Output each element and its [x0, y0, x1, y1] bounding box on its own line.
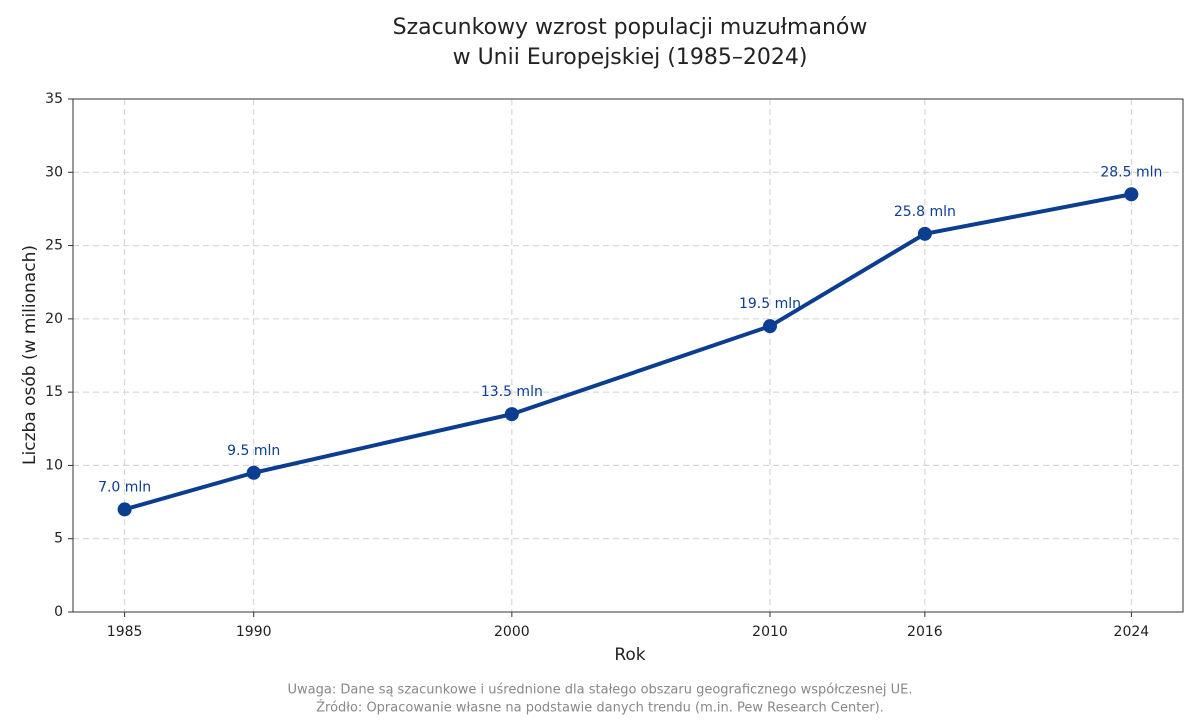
data-label: 28.5 mln — [1100, 164, 1162, 180]
note: Uwaga: Dane są szacunkowe i uśrednione d… — [288, 683, 913, 698]
y-tick-label: 25 — [45, 238, 63, 254]
y-axis-label: Liczba osób (w milionach) — [20, 245, 40, 465]
y-tick-label: 20 — [45, 311, 63, 327]
x-tick-label: 2000 — [494, 624, 530, 640]
x-tick-label: 2024 — [1114, 624, 1150, 640]
data-point — [1124, 187, 1139, 202]
data-line — [124, 192, 1132, 512]
y-tick-label: 15 — [45, 384, 63, 400]
data-label: 13.5 mln — [481, 384, 543, 400]
chart-title: w Unii Europejskiej (1985–2024) — [453, 45, 808, 70]
y-tick-label: 10 — [45, 457, 63, 473]
x-tick-label: 2010 — [752, 624, 788, 640]
data-point — [117, 502, 132, 517]
x-tick-label: 1985 — [107, 624, 143, 640]
y-tick-label: 35 — [45, 91, 63, 107]
chart-title: Szacunkowy wzrost populacji muzułmanów — [393, 15, 868, 40]
plot-frame — [72, 98, 1184, 613]
x-tick-label: 2016 — [907, 624, 943, 640]
data-label: 25.8 mln — [894, 204, 956, 220]
y-tick-label: 0 — [54, 604, 63, 620]
data-point — [762, 319, 777, 334]
note: Źródło: Opracowanie własne na podstawie … — [316, 700, 884, 716]
x-axis-label: Rok — [614, 645, 645, 665]
x-tick-label: 1990 — [236, 624, 272, 640]
y-tick-label: 30 — [45, 164, 63, 180]
data-label: 7.0 mln — [98, 479, 151, 495]
data-point — [504, 407, 519, 422]
data-point — [246, 465, 261, 480]
data-label: 9.5 mln — [227, 443, 280, 459]
y-tick-label: 5 — [54, 531, 63, 547]
data-label: 19.5 mln — [739, 296, 801, 312]
data-point — [917, 226, 932, 241]
